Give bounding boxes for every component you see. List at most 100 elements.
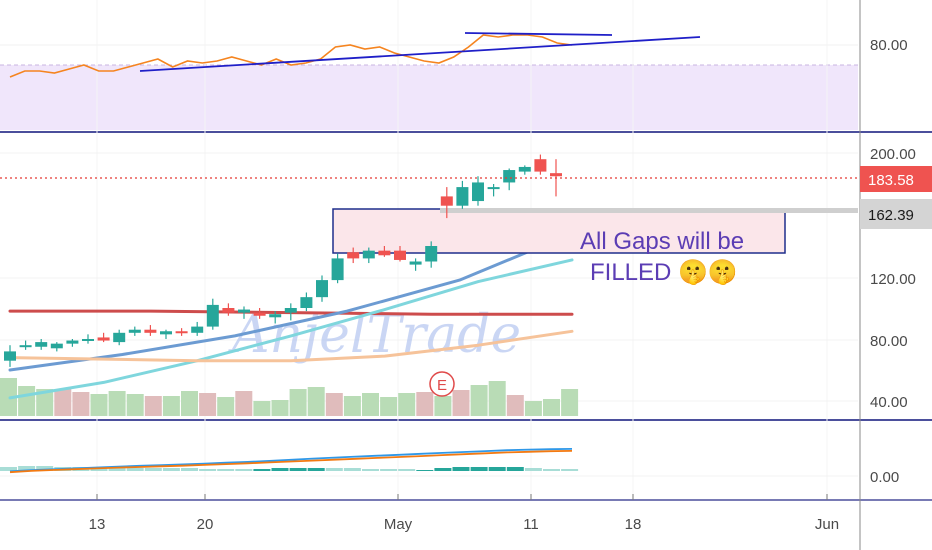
candle-body bbox=[222, 308, 235, 313]
candle-15 bbox=[238, 306, 250, 319]
candle-6 bbox=[97, 332, 110, 343]
volume-bar bbox=[90, 394, 108, 416]
candle-9 bbox=[144, 325, 157, 336]
volume-bar bbox=[18, 386, 36, 416]
candle-body bbox=[550, 173, 562, 177]
volume-bar bbox=[343, 396, 361, 416]
rsi-band bbox=[0, 65, 858, 130]
candle-19 bbox=[300, 292, 313, 312]
price-tick-80: 80.00 bbox=[870, 333, 908, 350]
candle-body bbox=[144, 329, 157, 333]
candle-27 bbox=[425, 241, 438, 268]
volume-bars bbox=[0, 378, 579, 416]
candle-21 bbox=[331, 253, 344, 284]
candle-body bbox=[206, 304, 219, 327]
volume-bar bbox=[0, 378, 17, 416]
macd-histogram-bar bbox=[380, 469, 398, 471]
volume-bar bbox=[36, 389, 54, 416]
candle-body bbox=[113, 332, 126, 343]
candle-34 bbox=[534, 154, 547, 175]
candle-body bbox=[284, 308, 297, 313]
macd-histogram-bar bbox=[144, 468, 162, 471]
macd-histogram-bar bbox=[253, 469, 271, 471]
volume-bar bbox=[470, 385, 488, 416]
moving-average-2 bbox=[8, 258, 574, 400]
candle-body bbox=[160, 331, 172, 335]
volume-bar bbox=[452, 390, 470, 416]
candle-13 bbox=[206, 298, 219, 330]
earnings-marker[interactable]: E bbox=[429, 371, 455, 397]
candle-4 bbox=[66, 339, 79, 347]
volume-bar bbox=[325, 393, 343, 416]
price-axis: 80.00 200.00 120.00 80.00 40.00 0.00 183… bbox=[860, 37, 932, 486]
macd-histogram-bar bbox=[434, 468, 452, 471]
candle-1 bbox=[19, 340, 32, 350]
candle-10 bbox=[160, 329, 172, 339]
candle-16 bbox=[253, 308, 266, 319]
candle-body bbox=[269, 314, 282, 318]
candle-3 bbox=[50, 342, 63, 352]
annotation-line-1: All Gaps will be bbox=[580, 228, 744, 255]
macd-histogram-bar bbox=[561, 469, 579, 471]
candle-body bbox=[472, 182, 484, 202]
volume-bar bbox=[54, 389, 72, 416]
volume-bar bbox=[307, 387, 325, 416]
macd-histogram-bar bbox=[126, 468, 144, 471]
moving-average-1 bbox=[8, 232, 574, 372]
time-label-may: May bbox=[384, 516, 413, 533]
signal-line bbox=[9, 450, 573, 474]
candle-body bbox=[175, 331, 188, 334]
time-label-20: 20 bbox=[197, 516, 214, 533]
candle-body bbox=[394, 250, 406, 260]
rsi-line bbox=[9, 34, 573, 78]
macd-histogram-bar bbox=[162, 468, 180, 471]
macd-tick-0: 0.00 bbox=[870, 469, 899, 486]
earnings-marker-circle[interactable] bbox=[429, 371, 455, 397]
price-tick-120: 120.00 bbox=[870, 271, 916, 288]
volume-bar bbox=[416, 392, 434, 416]
candle-body bbox=[191, 326, 204, 333]
candle-22 bbox=[347, 247, 360, 264]
candle-body bbox=[316, 280, 328, 298]
volume-bar bbox=[199, 393, 217, 416]
candle-body bbox=[409, 261, 422, 265]
candle-body bbox=[503, 170, 516, 183]
candle-body bbox=[487, 187, 500, 190]
macd-histogram-bar bbox=[543, 469, 560, 471]
candle-18 bbox=[284, 303, 297, 321]
candle-body bbox=[97, 337, 110, 341]
level-label: 162.39 bbox=[868, 207, 914, 224]
price-tick-40: 40.00 bbox=[870, 394, 908, 411]
macd-histogram-bar bbox=[108, 468, 126, 471]
macd-histogram-bar bbox=[524, 468, 542, 471]
candlesticks bbox=[4, 154, 562, 367]
candle-0 bbox=[4, 345, 16, 367]
candle-14 bbox=[222, 303, 235, 316]
candle-2 bbox=[35, 339, 48, 350]
macd-histogram-bar bbox=[18, 466, 36, 471]
volume-bar bbox=[362, 393, 379, 416]
candle-body bbox=[300, 297, 313, 308]
candle-body bbox=[128, 329, 141, 333]
volume-bar bbox=[271, 400, 289, 416]
macd-histogram-bar bbox=[343, 468, 361, 471]
macd-histogram-bar bbox=[199, 469, 217, 471]
rsi-resistance-trendline bbox=[464, 32, 613, 36]
rsi-panel bbox=[9, 32, 701, 78]
macd-histogram-bar bbox=[362, 469, 379, 471]
macd-histogram-bar bbox=[307, 468, 325, 471]
volume-bar bbox=[162, 396, 180, 416]
candle-28 bbox=[440, 187, 453, 219]
candle-body bbox=[238, 309, 250, 313]
macd-histogram-bar bbox=[470, 467, 488, 471]
volume-bar bbox=[289, 389, 307, 416]
candle-31 bbox=[487, 184, 500, 197]
candle-25 bbox=[394, 246, 406, 262]
rsi-tick-80: 80.00 bbox=[870, 37, 908, 54]
candle-body bbox=[253, 312, 266, 316]
candle-26 bbox=[409, 258, 422, 271]
candle-body bbox=[456, 187, 469, 206]
candle-body bbox=[4, 351, 16, 361]
annotation-line-2: FILLED 🤫🤫 bbox=[590, 259, 738, 286]
candle-body bbox=[19, 345, 32, 348]
